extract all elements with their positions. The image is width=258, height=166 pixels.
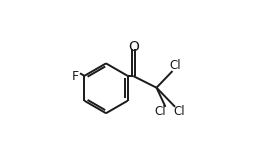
Text: Cl: Cl: [155, 105, 166, 119]
Text: O: O: [128, 40, 139, 54]
Text: Cl: Cl: [170, 59, 181, 72]
Text: Cl: Cl: [174, 105, 185, 119]
Text: F: F: [72, 70, 79, 83]
